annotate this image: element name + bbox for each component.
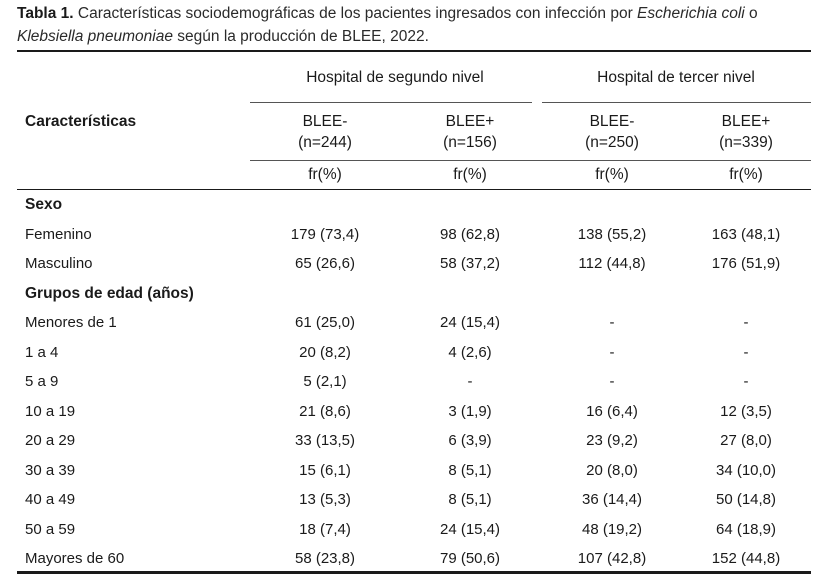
column-header-n: (n=156) xyxy=(443,134,497,151)
table-cell: - xyxy=(743,343,749,361)
table-cell: 13 (5,3) xyxy=(299,491,351,508)
row-label: 10 a 19 xyxy=(25,402,76,420)
table-caption: Tabla 1. Características sociodemográfic… xyxy=(17,2,817,48)
table-cell: 65 (26,6) xyxy=(294,255,356,272)
table-cell: 20 (8,2) xyxy=(299,343,351,361)
caption-text-2: o xyxy=(744,5,758,22)
table-cell: 107 (42,8) xyxy=(577,550,647,567)
table-cell: 34 (10,0) xyxy=(715,461,777,479)
table-cell: 58 (23,8) xyxy=(294,550,356,567)
table-cell: 61 (25,0) xyxy=(294,314,356,331)
table-cell: 6 (3,9) xyxy=(448,432,492,449)
table-cell: 33 (13,5) xyxy=(294,432,356,449)
table-cell: 27 (8,0) xyxy=(720,432,772,449)
row-label: 1 a 4 xyxy=(25,343,59,361)
row-label: 30 a 39 xyxy=(25,461,76,479)
table-cell: 12 (3,5) xyxy=(720,402,772,420)
column-header-unit: fr(%) xyxy=(729,166,763,183)
row-label: 20 a 29 xyxy=(25,432,76,449)
table-cell: 8 (5,1) xyxy=(448,461,492,479)
row-label: Femenino xyxy=(25,225,92,243)
caption-species-1: Escherichia coli xyxy=(637,5,745,22)
column-header-n: (n=339) xyxy=(719,134,773,151)
section-header: Grupos de edad (años) xyxy=(25,284,194,302)
table-cell: 98 (62,8) xyxy=(439,225,501,243)
table-cell: 48 (19,2) xyxy=(581,520,643,538)
section-header: Sexo xyxy=(25,196,63,213)
table-cell: 36 (14,4) xyxy=(581,491,643,508)
row-header-label: Características xyxy=(25,113,137,130)
table-cell: 112 (44,8) xyxy=(578,255,646,272)
table-cell: 5 (2,1) xyxy=(303,373,347,390)
table-cell: - xyxy=(743,314,749,331)
table-cell: - xyxy=(609,373,615,390)
n-underline xyxy=(250,160,811,161)
group-header-second-level: Hospital de segundo nivel xyxy=(306,69,484,86)
table-cell: 152 (44,8) xyxy=(711,550,781,567)
group-underline-2nd xyxy=(250,102,532,103)
table-cell: 79 (50,6) xyxy=(439,550,501,567)
top-rule xyxy=(17,50,811,52)
table-cell: 18 (7,4) xyxy=(299,520,351,538)
table-cell: 24 (15,4) xyxy=(439,314,501,331)
group-header-third-level: Hospital de tercer nivel xyxy=(597,69,755,86)
table-cell: 23 (9,2) xyxy=(586,432,638,449)
row-label: Masculino xyxy=(25,255,93,272)
bottom-rule xyxy=(17,571,811,574)
column-header-label: BLEE- xyxy=(589,113,635,130)
table-cell: - xyxy=(609,314,615,331)
table-cell: 179 (73,4) xyxy=(290,225,360,243)
caption-text-3: según la producción de BLEE, 2022. xyxy=(172,28,429,45)
group-underline-3rd xyxy=(542,102,811,103)
row-label: Menores de 1 xyxy=(25,314,117,331)
table-cell: 163 (48,1) xyxy=(711,225,781,243)
table-cell: 24 (15,4) xyxy=(439,520,501,538)
table-cell: 4 (2,6) xyxy=(448,343,492,361)
table-cell: 15 (6,1) xyxy=(299,461,351,479)
column-header-unit: fr(%) xyxy=(595,166,629,183)
column-header-label: BLEE+ xyxy=(445,113,495,130)
row-label: 50 a 59 xyxy=(25,520,76,538)
row-label: 40 a 49 xyxy=(25,491,76,508)
table-cell: 138 (55,2) xyxy=(577,225,647,243)
table-cell: 176 (51,9) xyxy=(711,255,781,272)
caption-text-1: Características sociodemográficas de los… xyxy=(73,5,638,22)
table-cell: 3 (1,9) xyxy=(448,402,492,420)
table-cell: 20 (8,0) xyxy=(586,461,638,479)
caption-species-2: Klebsiella pneumoniae xyxy=(17,28,173,45)
column-header-n: (n=250) xyxy=(585,134,639,151)
column-header-n: (n=244) xyxy=(298,134,352,151)
table-cell: 58 (37,2) xyxy=(439,255,501,272)
table-cell: - xyxy=(467,373,473,390)
column-header-label: BLEE- xyxy=(302,113,348,130)
table-cell: 21 (8,6) xyxy=(299,402,351,420)
table-cell: 64 (18,9) xyxy=(715,520,777,538)
table-cell: - xyxy=(743,373,749,390)
row-label: Mayores de 60 xyxy=(25,550,125,567)
table-cell: 50 (14,8) xyxy=(715,491,777,508)
column-header-unit: fr(%) xyxy=(453,166,487,183)
table-cell: - xyxy=(609,343,615,361)
column-header-label: BLEE+ xyxy=(721,113,771,130)
caption-label: Tabla 1. xyxy=(17,5,74,22)
table-cell: 8 (5,1) xyxy=(448,491,492,508)
table-cell: 16 (6,4) xyxy=(586,402,638,420)
column-header-unit: fr(%) xyxy=(308,166,342,183)
row-label: 5 a 9 xyxy=(25,373,59,390)
header-rule xyxy=(17,189,811,190)
